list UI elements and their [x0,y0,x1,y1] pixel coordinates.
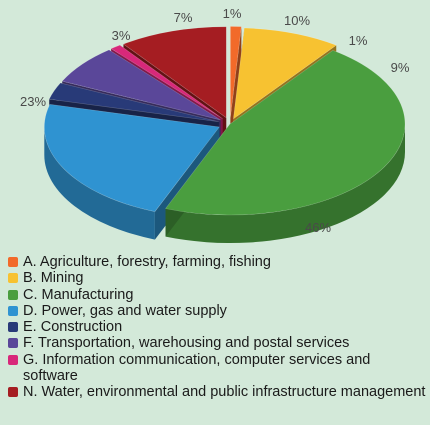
legend-swatch-g [8,354,18,365]
legend-item-f: F. Transportation, warehousing and posta… [8,335,428,351]
pie-side-c [165,124,405,244]
legend-item-c: C. Manufacturing [8,287,428,303]
legend-label-a: A. Agriculture, forestry, farming, fishi… [23,254,271,270]
pie-label-n: 10% [284,13,310,28]
legend-swatch-a [8,257,18,267]
pie-slice-f [61,49,221,121]
pie-slices [44,26,406,244]
pie-label-a: 1% [349,33,368,48]
pie-label-f: 7% [174,10,193,25]
pie-label-g: 1% [223,6,242,21]
pie-labels: 1% 9% 46% 23% 3% 7% 1% 10% [20,6,410,235]
pie-label-c: 46% [305,220,331,235]
pie-slice-g [110,44,223,120]
legend-label-d: D. Power, gas and water supply [23,302,227,319]
legend: A. Agriculture, forestry, farming, fishi… [8,254,428,401]
legend-label-c: C. Manufacturing [23,286,134,303]
pie-slice-e [48,82,219,123]
pie-slice-n [122,26,227,119]
pie-slice-a [230,26,242,118]
pie-slice-b [233,27,337,120]
legend-swatch-n [8,387,18,398]
legend-swatch-e [8,322,18,333]
legend-item-d: D. Power, gas and water supply [8,303,428,319]
legend-swatch-b [8,273,18,284]
pie-slice-d [44,104,220,212]
legend-item-n: N. Water, environmental and public infra… [8,384,428,400]
pie-edge-a-1 [230,26,242,146]
legend-swatch-d [8,305,18,316]
pie-label-e: 3% [112,28,131,43]
legend-swatch-c [8,289,18,300]
legend-item-e: E. Construction [8,319,428,335]
legend-label-f: F. Transportation, warehousing and posta… [23,335,350,352]
pie-side-d [44,126,155,240]
pie-slice-c [165,50,406,216]
pie-label-b: 9% [391,60,410,75]
pie-label-d: 23% [20,94,46,109]
legend-item-g: G. Information communication, computer s… [8,352,428,385]
legend-label-b: B. Mining [23,270,84,287]
legend-item-a: A. Agriculture, forestry, farming, fishi… [8,254,428,270]
pie-chart: 1% 9% 46% 23% 3% 7% 1% 10% [20,6,410,244]
legend-label-g: G. Information communication, computer s… [23,351,371,385]
legend-swatch-f [8,338,18,349]
legend-label-n: N. Water, environmental and public infra… [23,384,426,401]
legend-label-e: E. Construction [23,319,123,336]
legend-item-b: B. Mining [8,270,428,286]
